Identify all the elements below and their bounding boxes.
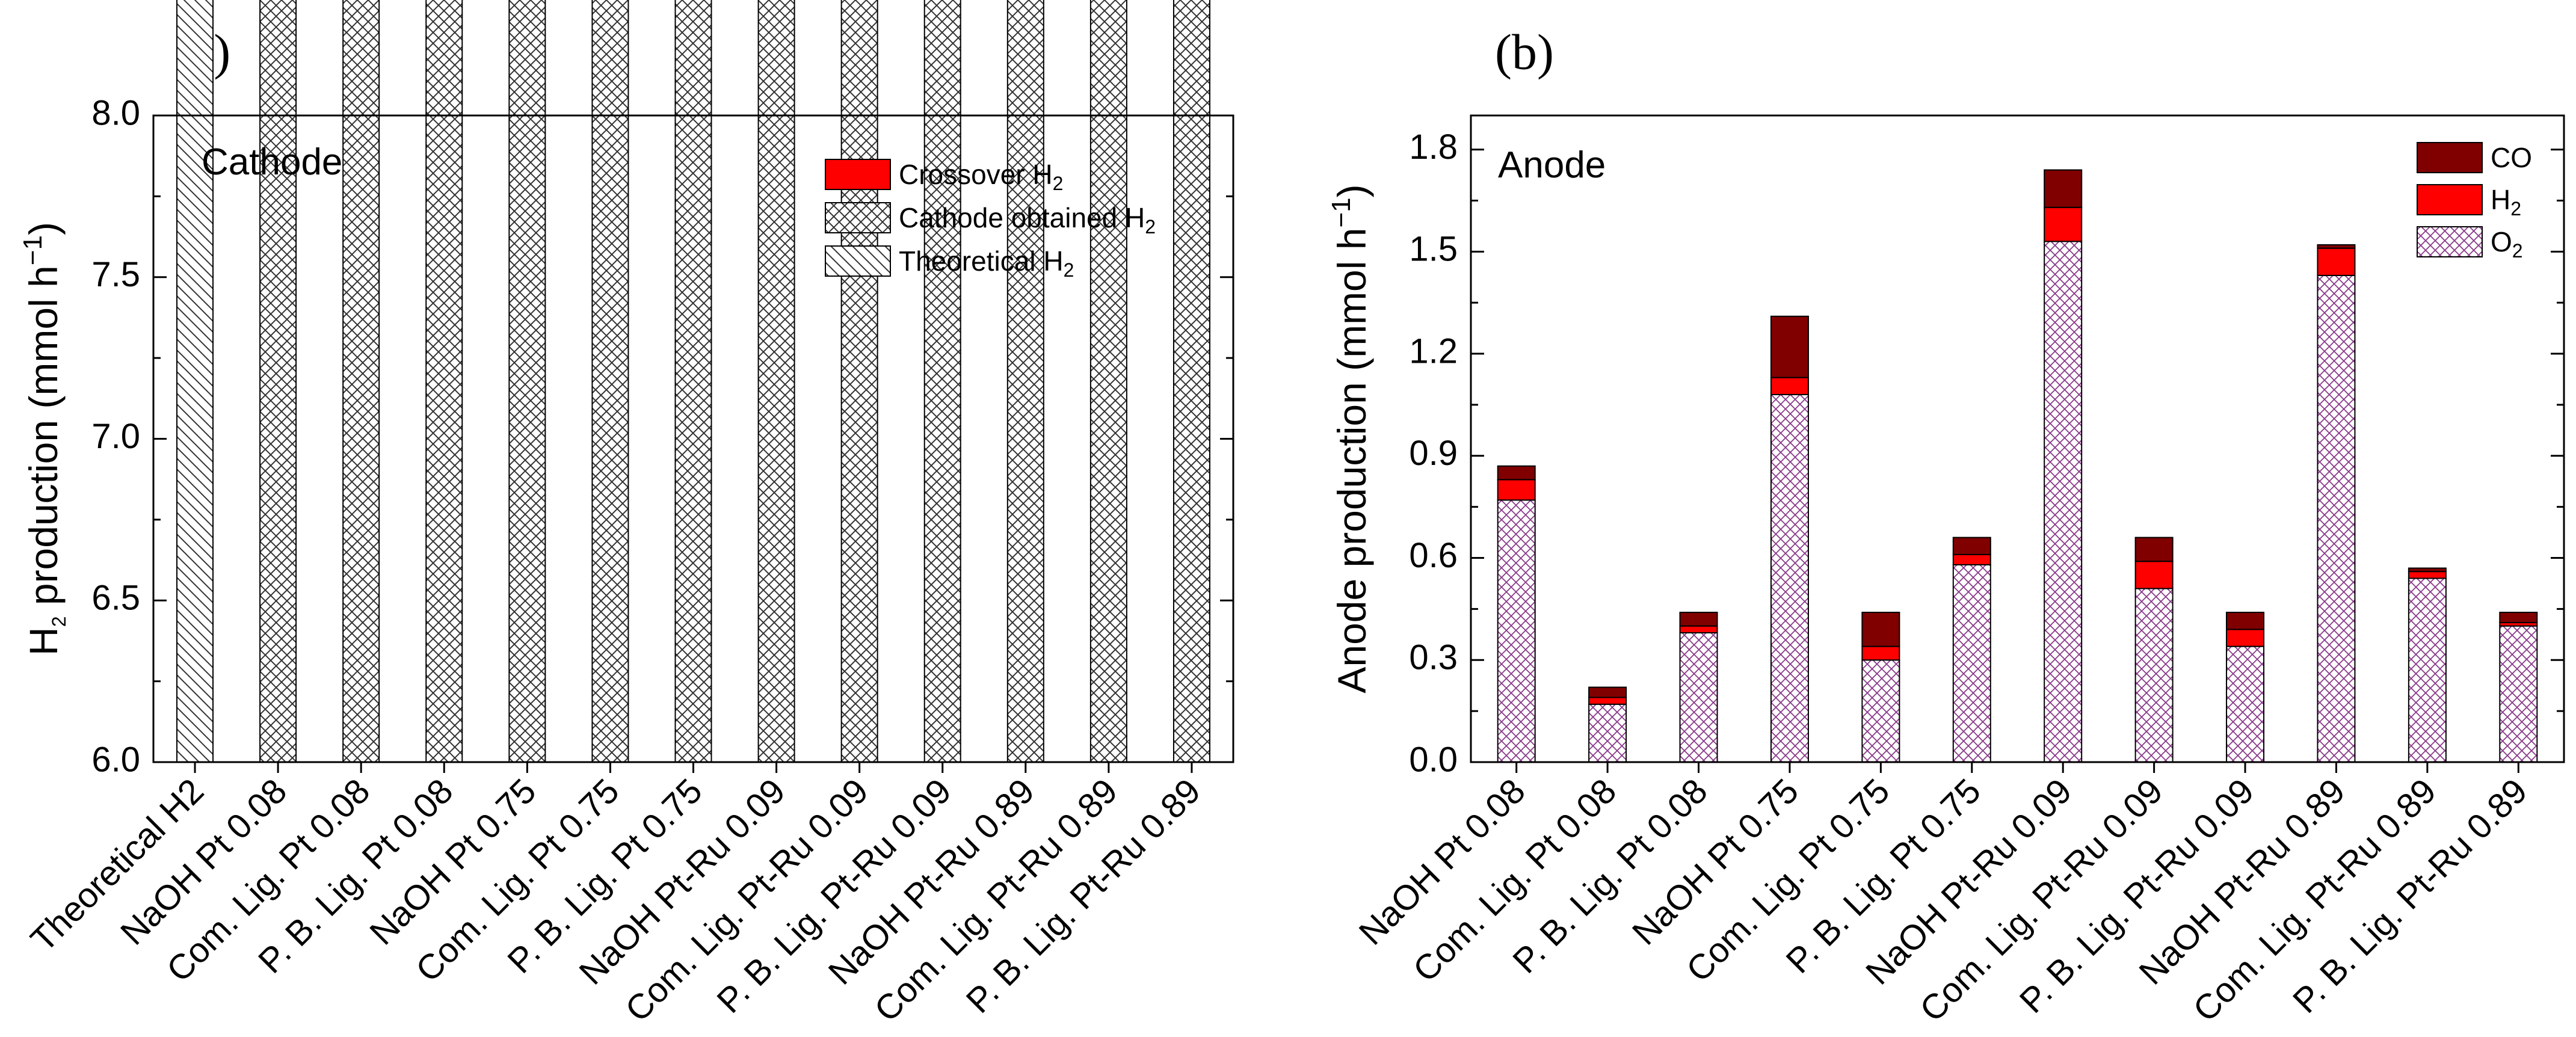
bar-h2-1 [1497, 479, 1536, 501]
legend-swatch [2417, 142, 2483, 173]
bar-o2-11 [2408, 577, 2447, 763]
bar-h2-6 [1952, 553, 1991, 565]
y-tick-label: 0.9 [1409, 434, 1458, 473]
bar-h2-2 [1588, 697, 1627, 705]
bar-cathode-obtained-h2-4 [425, 0, 463, 763]
panel-label: (b) [1495, 24, 1554, 80]
bar-o2-6 [1952, 564, 1991, 763]
bar-h2-7 [2044, 206, 2083, 242]
bar-h2-8 [2134, 561, 2174, 589]
bar-co-6 [1952, 537, 1991, 555]
bar-o2-9 [2226, 645, 2265, 763]
bar-h2-5 [1861, 645, 1900, 661]
y-axis-title: H2 production (mmol h−1) [18, 222, 70, 656]
bar-co-8 [2134, 537, 2174, 562]
legend-swatch [825, 245, 891, 277]
y-tick-label: 1.8 [1409, 128, 1458, 167]
legend-label: O2 [2491, 226, 2523, 262]
bar-co-9 [2226, 612, 2265, 630]
y-tick-label: 6.5 [91, 579, 140, 618]
bar-cathode-obtained-h2-12 [1089, 0, 1127, 763]
bar-o2-8 [2134, 588, 2174, 763]
y-tick-label: 6.0 [91, 740, 140, 779]
bar-o2-3 [1679, 632, 1718, 763]
bar-cathode-obtained-h2-7 [674, 0, 712, 763]
bar-co-3 [1679, 612, 1718, 627]
bar-o2-10 [2317, 274, 2356, 763]
bar-o2-1 [1497, 499, 1536, 763]
bar-o2-2 [1588, 703, 1627, 763]
legend-label: H2 [2491, 184, 2521, 220]
bar-h2-9 [2226, 629, 2265, 647]
y-tick-label: 7.5 [91, 255, 140, 294]
bar-co-5 [1861, 612, 1900, 647]
bar-o2-5 [1861, 659, 1900, 763]
legend-swatch [2417, 226, 2483, 257]
y-tick-label: 0.3 [1409, 638, 1458, 677]
bar-co-4 [1770, 315, 1809, 378]
bar-theoretical-h2-1 [176, 0, 214, 763]
y-tick-label: 1.2 [1409, 331, 1458, 371]
bar-o2-12 [2499, 625, 2538, 763]
bar-o2-7 [2044, 241, 2083, 763]
bar-h2-4 [1770, 377, 1809, 395]
panel-title: Anode [1498, 144, 1606, 186]
bar-o2-4 [1770, 393, 1809, 763]
y-tick-label: 0.6 [1409, 536, 1458, 575]
bar-cathode-obtained-h2-9 [840, 0, 878, 763]
bar-cathode-obtained-h2-13 [1172, 0, 1210, 763]
legend-label: CO [2491, 142, 2532, 173]
bar-h2-11 [2408, 571, 2447, 579]
bar-cathode-obtained-h2-5 [508, 0, 546, 763]
panel-title: Cathode [202, 141, 342, 183]
bar-co-1 [1497, 465, 1536, 481]
legend-label: Theoretical H2 [899, 245, 1074, 281]
bar-cathode-obtained-h2-3 [342, 0, 380, 763]
bar-co-7 [2044, 169, 2083, 208]
legend-swatch [825, 202, 891, 233]
legend-label: Cathode obtained H2 [899, 202, 1156, 238]
bar-h2-3 [1679, 625, 1718, 633]
bar-cathode-obtained-h2-2 [259, 0, 297, 763]
y-tick-label: 8.0 [91, 93, 140, 132]
bar-cathode-obtained-h2-10 [923, 0, 961, 763]
y-tick-label: 0.0 [1409, 740, 1458, 779]
y-tick-label: 1.5 [1409, 230, 1458, 269]
plot-frame [1470, 114, 2565, 763]
y-axis-title: Anode production (mmol h−1) [1327, 184, 1374, 693]
bar-cathode-obtained-h2-8 [757, 0, 795, 763]
bar-h2-10 [2317, 247, 2356, 276]
bar-co-12 [2499, 612, 2538, 624]
bar-co-2 [1588, 686, 1627, 698]
legend-swatch [825, 159, 891, 190]
y-tick-label: 7.0 [91, 417, 140, 456]
legend-label: Crossover H2 [899, 159, 1063, 194]
bar-co-10 [2317, 244, 2356, 249]
legend-swatch [2417, 184, 2483, 215]
bar-cathode-obtained-h2-6 [591, 0, 629, 763]
bar-co-11 [2408, 567, 2447, 573]
bar-cathode-obtained-h2-11 [1006, 0, 1044, 763]
